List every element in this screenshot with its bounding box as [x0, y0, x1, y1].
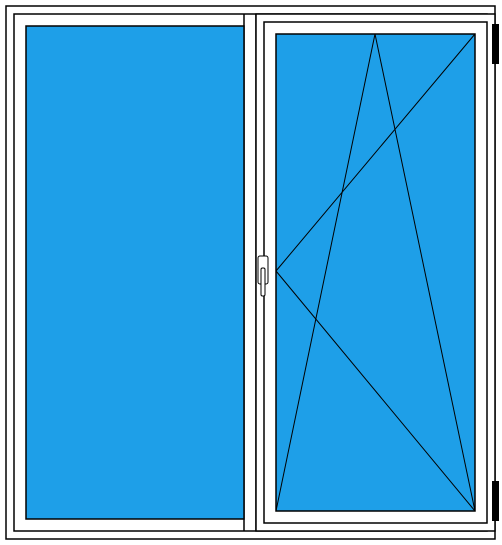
left-pane-fixed	[26, 26, 244, 519]
right-pane-tilt-turn	[256, 14, 495, 531]
